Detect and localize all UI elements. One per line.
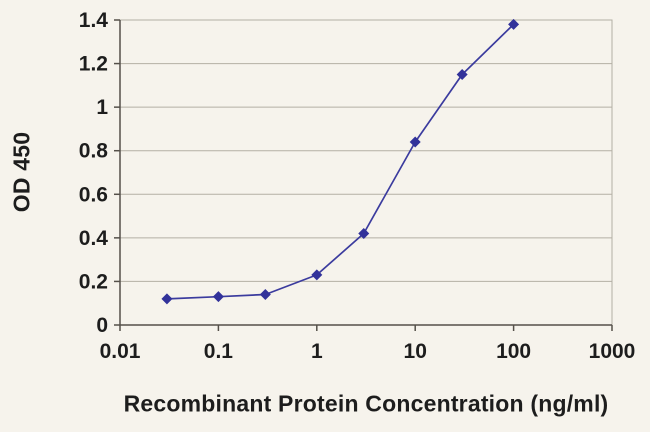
x-axis-title: Recombinant Protein Concentration (ng/ml… xyxy=(123,390,609,417)
plot-border xyxy=(119,19,613,326)
y-tick-label: 1.4 xyxy=(79,9,109,32)
data-point-diamond xyxy=(358,228,370,239)
data-point-diamond xyxy=(409,136,421,148)
data-point-diamond xyxy=(212,291,224,303)
x-tick-label: 0.01 xyxy=(100,340,141,363)
data-point-diamond xyxy=(161,293,173,305)
x-tick-label: 1 xyxy=(311,340,323,363)
x-tick-label: 10 xyxy=(404,340,427,363)
data-point-diamond xyxy=(456,68,468,80)
x-tick-label: 0.1 xyxy=(204,340,234,363)
y-tick-label: 0.8 xyxy=(79,140,109,163)
data-point-diamond xyxy=(259,289,271,300)
y-tick-label: 0.6 xyxy=(79,183,108,206)
series-line xyxy=(166,23,515,300)
y-tick-label: 1 xyxy=(96,96,108,119)
y-tick-label: 0 xyxy=(96,314,108,337)
x-tick-label: 1000 xyxy=(589,340,636,363)
data-point-diamond xyxy=(508,18,520,30)
x-tick-label: 100 xyxy=(496,340,531,363)
y-tick-label: 0.4 xyxy=(79,227,109,250)
y-tick-label: 0.2 xyxy=(79,270,108,293)
y-tick-label: 1.2 xyxy=(79,53,108,76)
data-point-diamond xyxy=(311,269,323,281)
